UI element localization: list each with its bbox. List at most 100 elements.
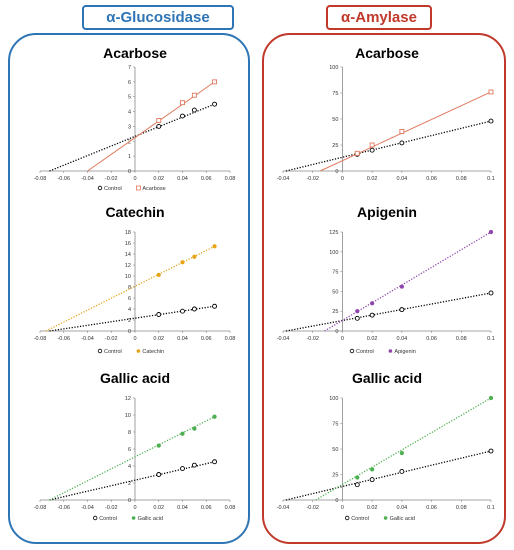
trend-line-gallic-acid [49,416,215,501]
x-tick-label: 0 [341,176,344,182]
alpha-amylase-header: α-Amylase [326,5,432,30]
trend-line-series-0 [285,120,492,172]
y-tick-label: 14 [125,252,131,258]
chart-title: Acarbose [103,45,167,61]
legend-label: Catechin [142,349,164,355]
chart-title: Catechin [105,204,164,220]
data-point [399,450,405,456]
data-point [212,79,218,85]
x-tick-label: -0.06 [57,176,70,182]
data-point [488,229,494,235]
legend-label: Control [351,516,369,522]
data-point [212,459,218,465]
x-tick-label: -0.04 [81,176,94,182]
data-point [369,312,375,318]
x-tick-label: -0.04 [81,336,94,342]
data-point [354,482,360,488]
x-tick-label: 0.04 [177,505,188,511]
data-point [399,468,405,474]
legend-label: Gallic acid [138,516,163,522]
legend-label: Control [104,186,122,192]
trend-line-gallic-acid [315,397,492,501]
y-tick-label: 8 [128,285,131,291]
y-tick-label: 125 [329,230,338,236]
legend-marker [92,515,98,521]
chart-0: Acarbose -0.08 -0.06 -0.04 -0.02 0 0.02 0.04 0.0… [34,45,236,192]
y-tick-label: 75 [332,422,338,428]
y-tick-label: 0 [335,329,338,335]
x-tick-label: 0 [341,505,344,511]
data-point [180,113,185,119]
x-tick-label: -0.08 [34,336,47,342]
y-tick-label: 0 [335,169,338,175]
y-tick-label: 50 [332,447,338,453]
trend-line-control [285,292,492,332]
trend-line-apigenin [324,231,492,332]
legend-label: Control [356,349,374,355]
data-point [399,129,405,134]
data-point [191,306,197,312]
y-tick-label: 4 [128,110,131,116]
y-tick-label: 25 [332,309,338,315]
data-point [369,147,375,153]
x-tick-label: 0 [133,176,136,182]
x-tick-label: -0.04 [277,176,290,182]
x-tick-label: 0.04 [396,505,407,511]
data-point [180,466,185,471]
data-point [369,467,375,472]
trend-line-control [285,450,492,501]
legend-marker [349,348,355,354]
data-point [156,272,161,278]
x-tick-label: -0.02 [105,336,118,342]
y-tick-label: 8 [128,430,131,436]
x-tick-label: -0.02 [306,176,319,182]
x-tick-label: 0.08 [225,505,236,511]
x-tick-label: 0.1 [487,176,495,182]
chart-5: Gallic acid -0.04 -0.02 0 0.02 0.04 0.06 0.08 0.… [277,370,495,522]
trend-line-control [49,103,215,172]
legend-marker [383,516,388,520]
x-tick-label: 0.08 [225,176,236,182]
legend-marker [345,515,350,521]
data-point [369,142,375,148]
legend-label: Control [104,349,122,355]
y-tick-label: 2 [128,481,131,487]
x-tick-label: 0 [133,336,136,342]
x-tick-label: 0.04 [396,336,407,342]
x-tick-label: -0.04 [277,505,290,511]
x-tick-label: 0.04 [177,176,188,182]
data-point [156,472,162,477]
legend-label: Control [99,516,117,522]
data-point [191,107,197,113]
legend-marker [97,185,103,191]
y-tick-label: 0 [128,498,131,504]
chart-1: Acarbose -0.04 -0.02 0 0.02 0.04 0.06 0.08 0.1 0 2… [277,45,495,182]
data-point [212,244,217,249]
y-tick-label: 12 [125,263,131,269]
y-tick-label: 100 [329,65,338,71]
data-point [355,309,360,314]
legend-label: Apigenin [394,349,415,355]
x-tick-label: 0.02 [153,336,164,342]
x-tick-label: -0.02 [306,336,319,342]
x-tick-label: 0.06 [426,336,437,342]
y-tick-label: 6 [128,80,131,86]
y-tick-label: 12 [125,396,131,402]
x-tick-label: -0.02 [306,505,319,511]
x-tick-label: 0.04 [396,176,407,182]
data-point [156,123,162,129]
data-point [180,431,185,436]
data-point [399,140,405,146]
x-tick-label: 0.06 [201,336,212,342]
y-tick-label: 2 [128,318,131,324]
data-point [369,477,375,483]
x-tick-label: 0.02 [153,176,164,182]
legend-label: Acarbose [142,186,165,192]
glucosidase-panel [8,33,250,544]
trend-line-series-1 [319,91,492,172]
data-point [156,118,162,123]
x-tick-label: -0.06 [57,336,70,342]
x-tick-label: 0.06 [426,505,437,511]
y-tick-label: 50 [332,117,338,123]
x-tick-label: 0.02 [367,505,378,511]
